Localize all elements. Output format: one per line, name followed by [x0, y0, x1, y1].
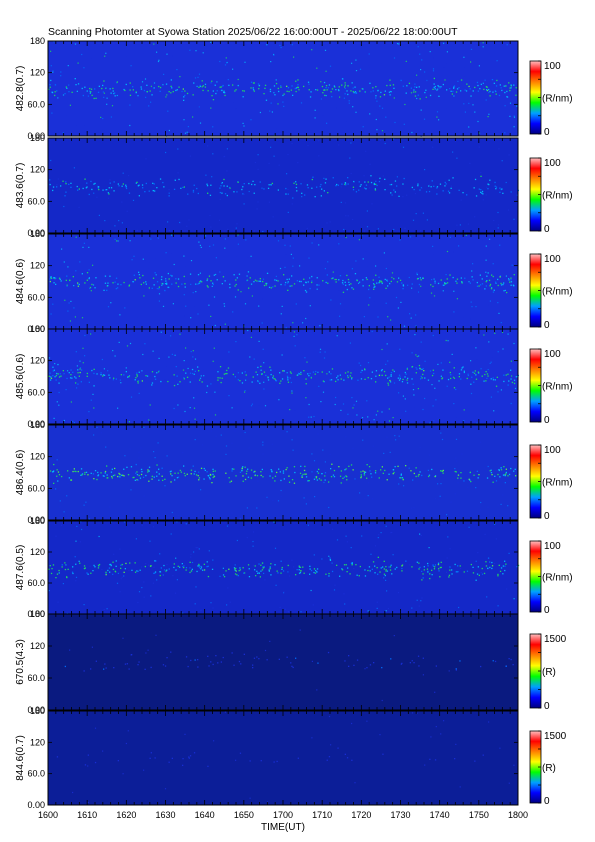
y-tick-label: 180 [30, 133, 45, 143]
y-tick-label: 180 [30, 420, 45, 430]
colorbar-min-label: 0 [544, 796, 550, 807]
y-tick-label: 0.00 [27, 131, 45, 141]
y-tick-label: 120 [30, 737, 45, 747]
colorbar-unit-label: (R/nm) [542, 287, 573, 298]
colorbar-min-label: 0 [544, 127, 550, 138]
x-tick-label: 1700 [273, 810, 293, 820]
panel-5: 0.00 60.0 120 180 486.4(0.6) 100 0 (R/nm) [15, 420, 573, 525]
y-tick-label: 120 [30, 452, 45, 462]
colorbar-max-label: 100 [544, 541, 561, 552]
colorbar-min-label: 0 [544, 415, 550, 426]
y-tick-label: 180 [30, 609, 45, 619]
y-tick-label: 60.0 [27, 99, 45, 109]
y-tick-label: 120 [30, 261, 45, 271]
colorbar-unit-label: (R/nm) [542, 191, 573, 202]
x-tick-label: 1640 [195, 810, 215, 820]
y-tick-label: 180 [30, 324, 45, 334]
y-tick-label: 120 [30, 356, 45, 366]
y-tick-label: 120 [30, 641, 45, 651]
x-tick-label: 1610 [77, 810, 97, 820]
x-tick-label: 1650 [234, 810, 254, 820]
colorbar-min-label: 0 [544, 511, 550, 522]
y-axis-label: 483.6(0.7) [15, 163, 26, 209]
colorbar-unit-label: (R) [542, 667, 556, 678]
panel-3: 0.00 60.0 120 180 484.6(0.6) 100 0 (R/nm) [15, 229, 573, 334]
colorbar-min-label: 0 [544, 320, 550, 331]
panel-4: 0.00 60.0 120 180 485.6(0.6) 100 0 (R/nm) [15, 324, 573, 429]
y-tick-label: 0.00 [27, 324, 45, 334]
x-tick-label: 1620 [116, 810, 136, 820]
y-tick-label: 180 [30, 516, 45, 526]
panel-background [48, 521, 518, 614]
x-tick-label: 1630 [155, 810, 175, 820]
y-tick-label: 180 [30, 229, 45, 239]
y-tick-label: 180 [30, 36, 45, 46]
y-axis-label: 484.6(0.6) [15, 259, 26, 305]
panel-background [48, 711, 518, 805]
colorbar-max-label: 100 [544, 61, 561, 72]
y-tick-label: 120 [30, 68, 45, 78]
x-tick-label: 1750 [469, 810, 489, 820]
x-tick-label: 1730 [390, 810, 410, 820]
y-axis-label: 485.6(0.6) [15, 354, 26, 400]
colorbar-unit-label: (R/nm) [542, 382, 573, 393]
x-tick-label: 1710 [312, 810, 332, 820]
colorbar-unit-label: (R/nm) [542, 573, 573, 584]
y-tick-label: 60.0 [27, 387, 45, 397]
y-tick-label: 60.0 [27, 196, 45, 206]
y-axis-label: 487.6(0.5) [15, 545, 26, 591]
y-axis-label: 670.5(4.3) [15, 639, 26, 685]
y-axis-label: 844.6(0.7) [15, 735, 26, 781]
panel-2: 0.00 60.0 120 180 483.6(0.7) 100 0 (R/nm) [15, 133, 573, 238]
colorbar-min-label: 0 [544, 224, 550, 235]
colorbar-unit-label: (R/nm) [542, 94, 573, 105]
y-tick-label: 180 [30, 706, 45, 716]
y-axis-label: 482.8(0.7) [15, 66, 26, 112]
x-tick-label: 1720 [351, 810, 371, 820]
colorbar-max-label: 1500 [544, 731, 567, 742]
colorbar-unit-label: (R/nm) [542, 478, 573, 489]
x-tick-label: 1740 [430, 810, 450, 820]
panel-7: 0.00 60.0 120 180 670.5(4.3) 1500 0 (R) [15, 609, 567, 715]
y-tick-label: 0.00 [27, 800, 45, 810]
panel-8: 0.00 60.0 120 180 844.6(0.7) 1500 0 (R) [15, 706, 567, 810]
panel-6: 0.00 60.0 120 180 487.6(0.5) 100 0 (R/nm) [15, 516, 573, 619]
panel-background [48, 41, 518, 136]
y-tick-label: 0.00 [27, 609, 45, 619]
y-tick-label: 0.00 [27, 419, 45, 429]
colorbar-max-label: 100 [544, 445, 561, 456]
colorbar-max-label: 100 [544, 158, 561, 169]
y-tick-label: 120 [30, 547, 45, 557]
x-tick-label: 1800 [508, 810, 528, 820]
y-tick-label: 0.00 [27, 705, 45, 715]
x-tick-label: 1600 [38, 810, 58, 820]
colorbar-unit-label: (R) [542, 763, 556, 774]
colorbar-min-label: 0 [544, 605, 550, 616]
y-axis-label: 486.4(0.6) [15, 450, 26, 496]
x-axis-label: TIME(UT) [261, 822, 305, 833]
y-tick-label: 60.0 [27, 673, 45, 683]
y-tick-label: 120 [30, 165, 45, 175]
panel-background [48, 614, 518, 710]
colorbar-max-label: 1500 [544, 634, 567, 645]
y-tick-label: 60.0 [27, 578, 45, 588]
colorbar-max-label: 100 [544, 254, 561, 265]
y-tick-label: 0.00 [27, 515, 45, 525]
y-tick-label: 60.0 [27, 292, 45, 302]
panel-1: 0.00 60.0 120 180 482.8(0.7) 100 0 (R/nm) [15, 36, 573, 141]
colorbar-max-label: 100 [544, 349, 561, 360]
panel-background [48, 329, 518, 424]
y-tick-label: 0.00 [27, 228, 45, 238]
y-tick-label: 60.0 [27, 769, 45, 779]
y-tick-label: 60.0 [27, 483, 45, 493]
colorbar-min-label: 0 [544, 701, 550, 712]
panel-background [48, 234, 518, 329]
chart-title: Scanning Photomter at Syowa Station 2025… [48, 26, 458, 38]
